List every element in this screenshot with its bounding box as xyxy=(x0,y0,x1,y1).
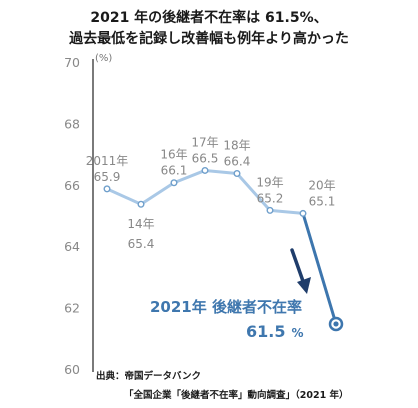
data-label-value-2: 66.1 xyxy=(161,164,188,178)
data-label-value-1: 65.4 xyxy=(128,237,155,251)
chart-title-line-1: 2021 年の後継者不在率は 61.5%、 xyxy=(90,10,328,26)
source-line-2: 「全国企業「後継者不在率」動向調査」（2021 年） xyxy=(124,390,349,401)
data-point-3 xyxy=(201,166,209,174)
data-point-4 xyxy=(233,170,241,178)
y-tick-62: 62 xyxy=(64,301,80,316)
y-tick-labels: 60 62 64 66 68 70 xyxy=(64,55,80,377)
highlight-label: 2021年 後継者不在率 xyxy=(150,298,302,316)
chart-title-line-2: 過去最低を記録し改善幅も例年より高かった xyxy=(69,31,349,47)
y-tick-70: 70 xyxy=(64,55,80,70)
data-label-value-5: 65.2 xyxy=(257,191,284,205)
data-point-0 xyxy=(103,185,111,193)
y-tick-66: 66 xyxy=(64,178,80,193)
data-points xyxy=(103,166,344,332)
data-label-year-6: 20年 xyxy=(308,178,335,192)
y-unit-label: (%) xyxy=(95,53,112,64)
data-point-2021-inner xyxy=(333,321,339,327)
decline-arrow-head xyxy=(297,277,311,294)
highlight-value-box: 61.5% xyxy=(246,322,304,341)
chart-title: 2021 年の後継者不在率は 61.5%、 過去最低を記録し改善幅も例年より高か… xyxy=(0,8,418,50)
data-label-year-0: 2011年 xyxy=(86,154,129,168)
data-point-1 xyxy=(137,200,145,208)
data-label-value-6: 65.1 xyxy=(309,194,336,208)
data-point-6 xyxy=(299,209,307,217)
data-point-5 xyxy=(266,206,274,214)
data-labels: 2011年 65.9 14年 65.4 16年 66.1 17年 66.5 18年 66.4 19年… xyxy=(86,135,336,251)
decline-arrow xyxy=(290,248,311,294)
data-label-year-3: 17年 xyxy=(191,135,218,149)
data-label-year-2: 16年 xyxy=(160,148,187,162)
data-label-value-3: 66.5 xyxy=(192,151,219,165)
data-label-year-4: 18年 xyxy=(223,139,250,153)
series-line-2021-segment xyxy=(301,211,338,326)
source-line-1: 出典：帝国データバンク xyxy=(96,371,201,382)
y-tick-60: 60 xyxy=(64,362,80,377)
data-label-year-1: 14年 xyxy=(127,217,154,231)
decline-arrow-shaft xyxy=(290,248,306,286)
data-label-year-5: 19年 xyxy=(256,175,283,189)
data-point-2 xyxy=(170,179,178,187)
highlight-unit: % xyxy=(291,326,304,340)
highlight-value: 61.5 xyxy=(246,322,286,341)
data-label-value-4: 66.4 xyxy=(224,155,251,169)
y-tick-64: 64 xyxy=(64,239,80,254)
y-tick-68: 68 xyxy=(64,116,80,131)
data-label-value-0: 65.9 xyxy=(94,170,121,184)
